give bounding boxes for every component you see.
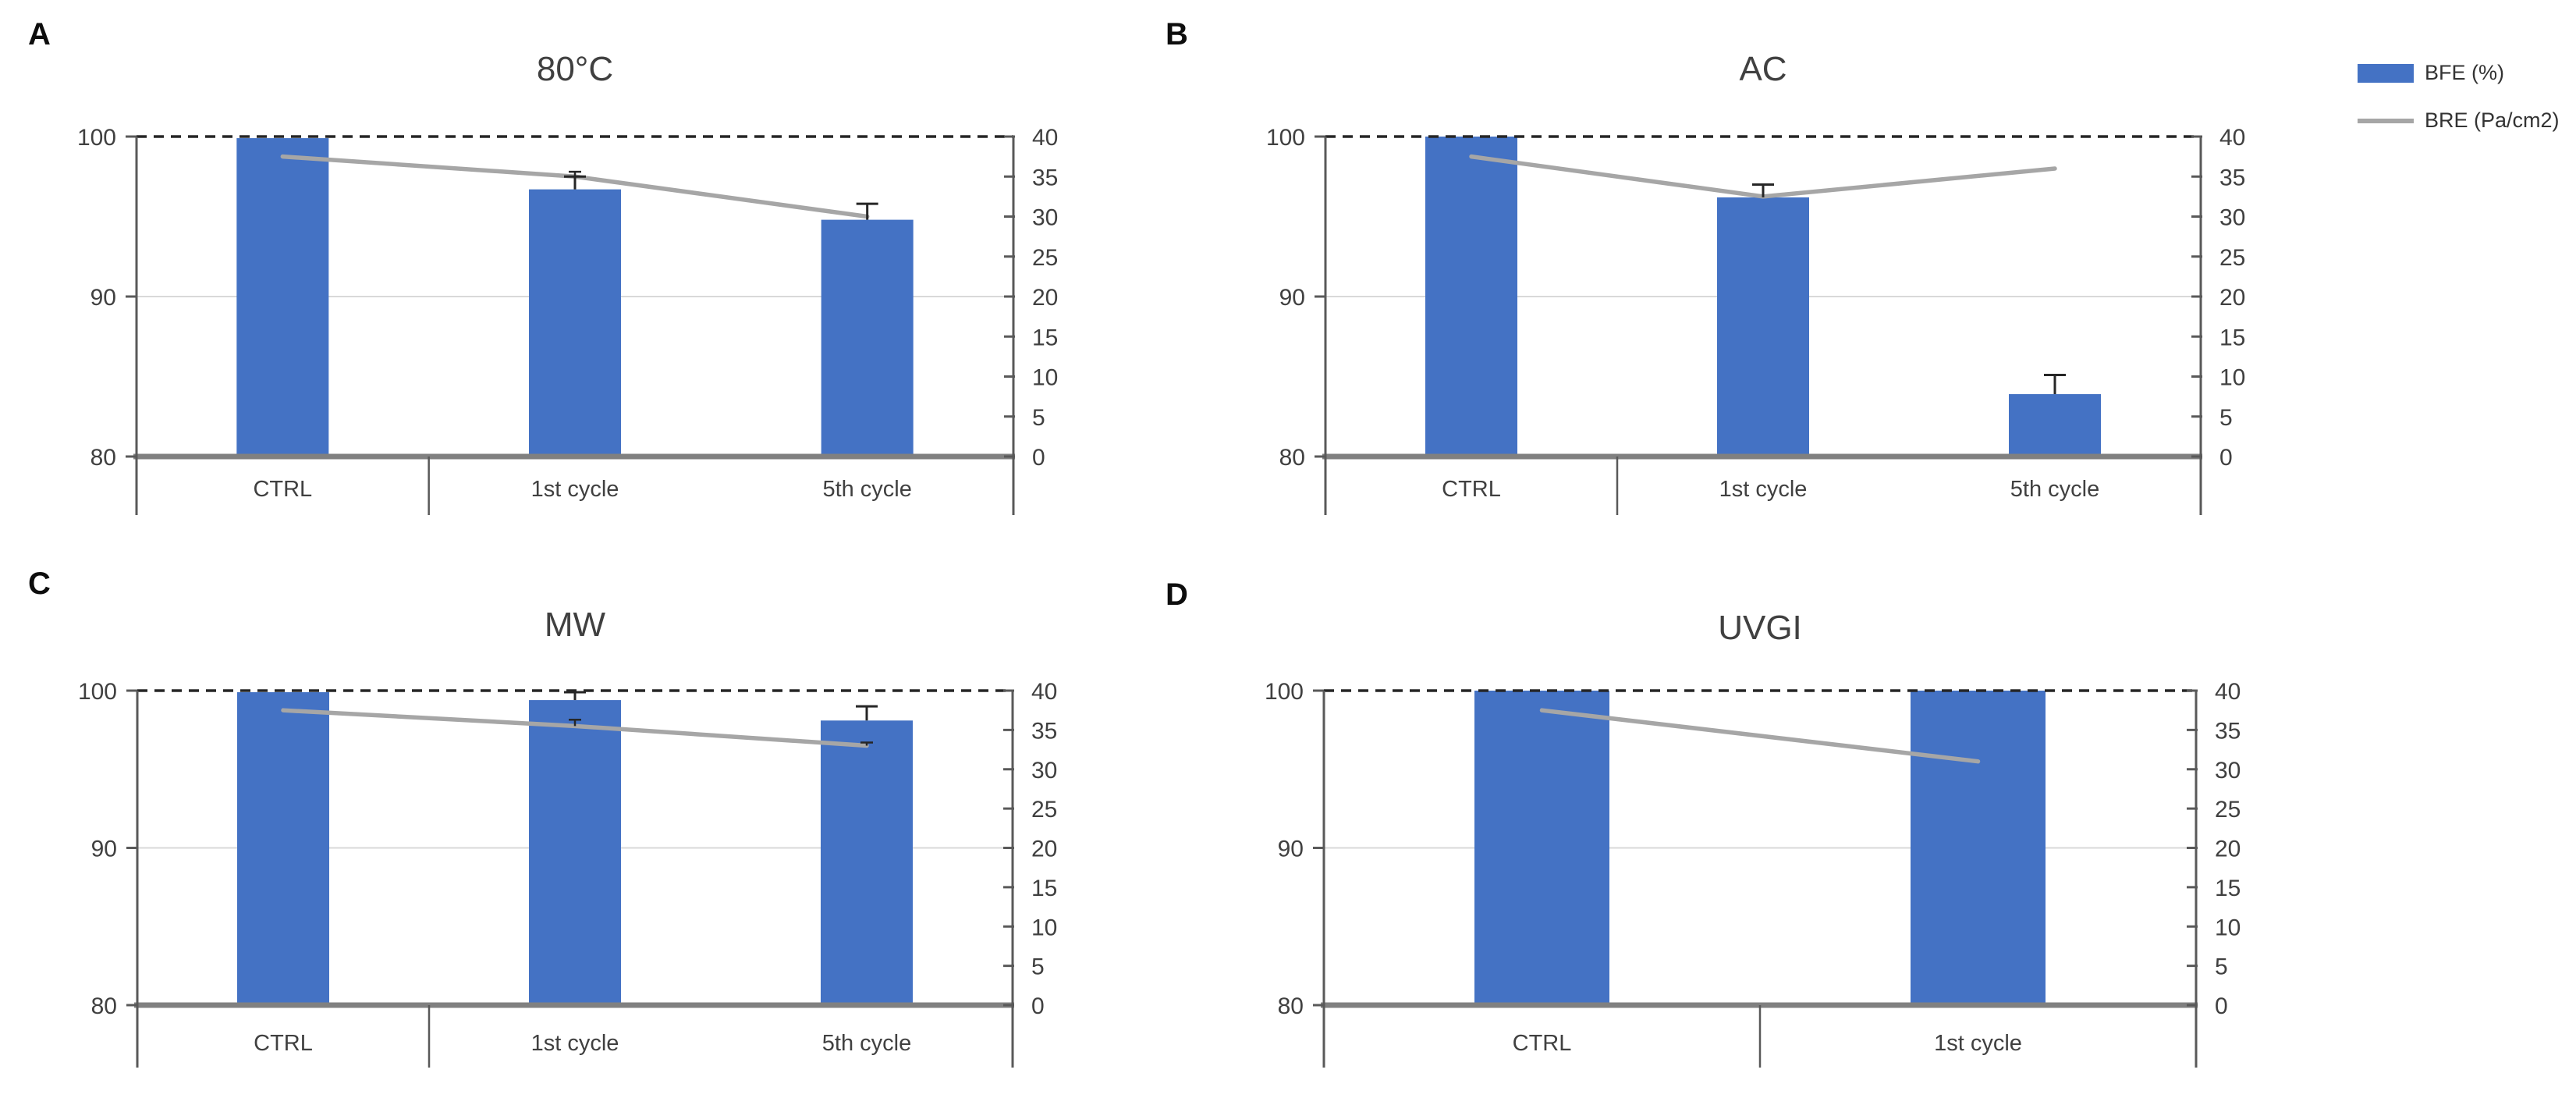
legend-item-bfe: BFE (%) [2358,61,2560,85]
left-axis-tick-label: 80 [1279,445,1305,471]
panel-letter-d: D [1166,577,1188,612]
bfe-bar [821,720,913,1005]
right-axis-tick-label: 30 [2219,205,2245,231]
category-label: 5th cycle [2010,477,2099,502]
left-axis-tick-label: 80 [90,445,116,471]
right-axis-tick-label: 15 [1031,876,1057,901]
panel-chart-b: 80 90 100 0 5 10 15 20 25 30 35 40 CTRL 1st cycle 5th … [1266,125,2245,515]
right-axis-tick-label: 0 [1031,993,1045,1019]
left-axis-tick-label: 100 [1265,679,1304,705]
bfe-bar [1425,137,1517,457]
bfe-bar [237,692,329,1005]
right-axis-tick-label: 15 [1032,325,1058,350]
left-axis-tick-label: 100 [1266,125,1305,151]
category-label: 1st cycle [531,477,619,502]
right-axis-tick-label: 40 [2219,125,2245,151]
category-label: 5th cycle [822,477,911,502]
panel-chart-c: 80 90 100 0 5 10 15 20 25 30 35 40 CTRL 1st cycle 5th … [78,679,1057,1068]
right-axis-tick-label: 5 [1032,405,1045,431]
right-axis-tick-label: 30 [2215,758,2241,784]
panel-title-mw: MW [544,606,606,644]
right-axis-tick-label: 30 [1031,758,1057,784]
panel-title-80c: 80°C [536,50,614,88]
right-axis-tick-label: 25 [1032,245,1058,271]
right-axis-tick-label: 40 [1032,125,1058,151]
right-axis-tick-label: 35 [2215,718,2241,744]
right-axis-tick-label: 40 [2215,679,2241,705]
right-axis-tick-label: 10 [1031,915,1057,940]
right-axis-tick-label: 0 [2219,445,2233,471]
right-axis-tick-label: 35 [1032,165,1058,190]
bfe-bar [2009,394,2101,457]
right-axis-tick-label: 0 [2215,993,2228,1019]
right-axis-tick-label: 20 [2215,837,2241,862]
left-axis-tick-label: 80 [1278,993,1304,1019]
right-axis-tick-label: 10 [1032,365,1058,391]
left-axis-tick-label: 100 [77,125,116,151]
category-label: CTRL [1513,1031,1572,1056]
left-axis-tick-label: 90 [1279,285,1305,311]
right-axis-tick-label: 20 [2219,285,2245,311]
category-label: CTRL [254,1031,313,1056]
panel-letter-a: A [28,17,51,52]
bfe-bar [1911,691,2046,1005]
bfe-bar [821,219,914,457]
category-label: CTRL [1442,477,1501,502]
bfe-bar [529,700,621,1005]
bfe-bar [236,138,329,457]
right-axis-tick-label: 20 [1032,285,1058,311]
right-axis-tick-label: 5 [2215,954,2228,980]
right-axis-tick-label: 30 [1032,205,1058,231]
right-axis-tick-label: 5 [2219,405,2233,431]
panel-title-ac: AC [1739,50,1787,88]
right-axis-tick-label: 15 [2215,876,2241,901]
right-axis-tick-label: 40 [1031,679,1057,705]
right-axis-tick-label: 35 [2219,165,2245,190]
right-axis-tick-label: 15 [2219,325,2245,350]
right-axis-tick-label: 10 [2215,915,2241,940]
category-label: 1st cycle [1719,477,1808,502]
right-axis-tick-label: 25 [2215,797,2241,823]
panel-chart-a: 80 90 100 0 5 10 15 20 25 30 35 40 CTRL 1st cycle 5th … [77,125,1058,515]
bfe-bar [1474,691,1609,1005]
left-axis-tick-label: 90 [90,285,116,311]
legend-bar-swatch [2358,63,2414,83]
right-axis-tick-label: 20 [1031,837,1057,862]
right-axis-tick-label: 25 [2219,245,2245,271]
right-axis-tick-label: 5 [1031,954,1045,980]
legend-item-bre: BRE (Pa/cm2) [2358,108,2560,133]
category-label: CTRL [253,477,312,502]
bre-line [1539,708,1981,764]
legend-line-swatch [2358,118,2414,123]
category-label: 1st cycle [531,1031,619,1056]
panel-letter-b: B [1166,17,1188,52]
left-axis-tick-label: 100 [78,679,117,705]
panel-chart-d: 80 90 100 0 5 10 15 20 25 30 35 40 CTRL 1st cycle [1265,679,2241,1068]
bfe-bar [529,189,621,457]
right-axis-tick-label: 10 [2219,365,2245,391]
legend-label-bre: BRE (Pa/cm2) [2425,108,2560,132]
right-axis-tick-label: 35 [1031,718,1057,744]
panel-letter-c: C [28,567,51,601]
left-axis-tick-label: 90 [1278,837,1304,862]
panel-title-uvgi: UVGI [1718,609,1802,647]
left-axis-tick-label: 80 [91,993,117,1019]
right-axis-tick-label: 25 [1031,797,1057,823]
right-axis-tick-label: 0 [1032,445,1045,471]
legend-label-bfe: BFE (%) [2425,61,2505,84]
category-label: 5th cycle [822,1031,911,1056]
category-label: 1st cycle [1934,1031,2022,1056]
left-axis-tick-label: 90 [91,837,117,862]
bfe-bar [1717,197,1809,457]
legend: BFE (%) BRE (Pa/cm2) [2358,61,2560,156]
